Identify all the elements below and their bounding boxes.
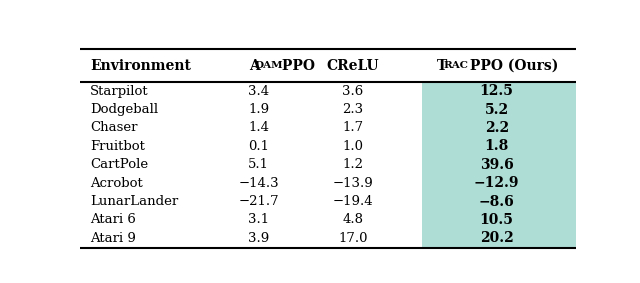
- Text: −14.3: −14.3: [238, 177, 279, 190]
- Text: Chaser: Chaser: [90, 121, 138, 134]
- Text: T: T: [437, 59, 447, 72]
- Text: 3.1: 3.1: [248, 213, 269, 226]
- Text: 2.3: 2.3: [342, 103, 364, 116]
- Text: −19.4: −19.4: [333, 195, 373, 208]
- Text: 12.5: 12.5: [480, 84, 513, 98]
- Text: RAC: RAC: [443, 61, 468, 70]
- Text: PPO: PPO: [277, 59, 316, 72]
- Text: 2.2: 2.2: [484, 121, 509, 135]
- Text: 1.8: 1.8: [484, 139, 509, 153]
- Text: CartPole: CartPole: [90, 158, 148, 171]
- Text: 5.2: 5.2: [484, 102, 509, 117]
- Text: 1.2: 1.2: [342, 158, 364, 171]
- Text: Environment: Environment: [90, 59, 191, 72]
- Text: Atari 9: Atari 9: [90, 232, 136, 245]
- Text: 17.0: 17.0: [338, 232, 367, 245]
- Text: LunarLander: LunarLander: [90, 195, 178, 208]
- Text: Atari 6: Atari 6: [90, 213, 136, 226]
- Text: −8.6: −8.6: [479, 194, 515, 209]
- Text: CReLU: CReLU: [326, 59, 379, 72]
- Text: 10.5: 10.5: [480, 213, 513, 227]
- Text: 39.6: 39.6: [480, 158, 513, 172]
- Text: Acrobot: Acrobot: [90, 177, 143, 190]
- Text: 20.2: 20.2: [480, 231, 513, 245]
- Text: 0.1: 0.1: [248, 140, 269, 153]
- Text: 4.8: 4.8: [342, 213, 364, 226]
- Text: DAM: DAM: [255, 61, 284, 70]
- Text: PPO (Ours): PPO (Ours): [465, 59, 558, 72]
- Text: Starpilot: Starpilot: [90, 85, 148, 98]
- Bar: [422, 82, 576, 248]
- Text: A: A: [248, 59, 259, 72]
- Text: −21.7: −21.7: [238, 195, 279, 208]
- Text: Dodgeball: Dodgeball: [90, 103, 158, 116]
- Text: −12.9: −12.9: [474, 176, 520, 190]
- Text: 1.7: 1.7: [342, 121, 364, 134]
- Text: Fruitbot: Fruitbot: [90, 140, 145, 153]
- Text: 3.6: 3.6: [342, 85, 364, 98]
- Text: −13.9: −13.9: [332, 177, 373, 190]
- Text: 1.0: 1.0: [342, 140, 364, 153]
- Text: 3.4: 3.4: [248, 85, 269, 98]
- Text: 1.9: 1.9: [248, 103, 269, 116]
- Text: 3.9: 3.9: [248, 232, 269, 245]
- Text: 5.1: 5.1: [248, 158, 269, 171]
- Text: 1.4: 1.4: [248, 121, 269, 134]
